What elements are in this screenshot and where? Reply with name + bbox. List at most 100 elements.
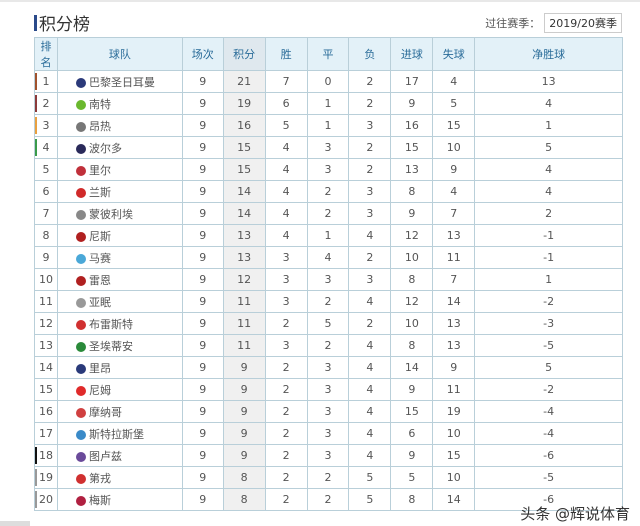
team-name[interactable]: 雷恩 (88, 273, 111, 287)
team-name[interactable]: 波尔多 (88, 141, 122, 155)
team-cell[interactable]: 斯特拉斯堡 (56, 422, 183, 445)
rank-cell: 8 (34, 224, 58, 247)
points-cell: 9 (222, 422, 266, 445)
team-name[interactable]: 摩纳哥 (88, 405, 122, 419)
played-cell: 9 (181, 488, 224, 511)
rank-value: 18 (38, 449, 53, 462)
team-name[interactable]: 马赛 (88, 251, 111, 265)
goal-diff-cell: 2 (474, 202, 623, 225)
goals-against-cell: 4 (432, 70, 476, 93)
team-cell[interactable]: 马赛 (56, 246, 183, 269)
goal-diff-cell: 13 (474, 70, 623, 93)
table-row: 12 布雷斯特 9 11 2 5 2 10 13 -3 (34, 312, 623, 335)
rank-value: 12 (38, 317, 53, 330)
losses-cell: 5 (348, 466, 392, 489)
table-row: 16 摩纳哥 9 9 2 3 4 15 19 -4 (34, 400, 623, 423)
table-row: 13 圣埃蒂安 9 11 3 2 4 8 13 -5 (34, 334, 623, 357)
team-cell[interactable]: 里尔 (56, 158, 183, 181)
team-logo-icon (75, 165, 86, 176)
team-cell[interactable]: 尼姆 (56, 378, 183, 401)
team-name[interactable]: 亚眠 (88, 295, 111, 309)
draws-cell: 3 (306, 444, 350, 467)
points-cell: 15 (222, 136, 266, 159)
season-selector: 过往赛季： 2019/20赛季 (485, 13, 622, 33)
team-name[interactable]: 布雷斯特 (88, 317, 133, 331)
played-cell: 9 (181, 466, 224, 489)
team-name[interactable]: 第戎 (88, 471, 111, 485)
team-cell[interactable]: 里昂 (56, 356, 183, 379)
rank-value: 2 (42, 97, 50, 110)
points-cell: 19 (222, 92, 266, 115)
team-name[interactable]: 梅斯 (88, 493, 111, 507)
team-name[interactable]: 兰斯 (88, 185, 111, 199)
team-cell[interactable]: 雷恩 (56, 268, 183, 291)
goal-diff-cell: -6 (474, 444, 623, 467)
team-name[interactable]: 图卢兹 (88, 449, 122, 463)
wins-cell: 4 (264, 136, 308, 159)
team-name[interactable]: 巴黎圣日耳曼 (88, 75, 155, 89)
team-name[interactable]: 蒙彼利埃 (88, 207, 133, 221)
team-name[interactable]: 南特 (88, 97, 111, 111)
team-cell[interactable]: 图卢兹 (56, 444, 183, 467)
played-cell: 9 (181, 224, 224, 247)
season-dropdown[interactable]: 2019/20赛季 (544, 13, 622, 33)
team-cell[interactable]: 梅斯 (56, 488, 183, 511)
goals-against-cell: 4 (432, 180, 476, 203)
goals-for-cell: 8 (390, 180, 434, 203)
losses-cell: 3 (348, 268, 392, 291)
draws-cell: 4 (306, 246, 350, 269)
rank-cell: 4 (34, 136, 58, 159)
team-cell[interactable]: 圣埃蒂安 (56, 334, 183, 357)
losses-cell: 4 (348, 378, 392, 401)
page-title: 积分榜 (34, 10, 90, 35)
played-cell: 9 (181, 422, 224, 445)
team-name[interactable]: 圣埃蒂安 (88, 339, 133, 353)
team-cell[interactable]: 摩纳哥 (56, 400, 183, 423)
team-logo-icon (75, 121, 86, 132)
wins-cell: 2 (264, 378, 308, 401)
team-name[interactable]: 里昂 (88, 361, 111, 375)
points-cell: 11 (222, 334, 266, 357)
goals-for-cell: 9 (390, 202, 434, 225)
team-cell[interactable]: 蒙彼利埃 (56, 202, 183, 225)
header-played: 场次 (181, 37, 224, 71)
goal-diff-cell: 4 (474, 158, 623, 181)
rank-value: 14 (38, 361, 53, 374)
team-name[interactable]: 斯特拉斯堡 (88, 427, 144, 441)
team-cell[interactable]: 巴黎圣日耳曼 (56, 70, 183, 93)
rank-value: 19 (38, 471, 53, 484)
team-name[interactable]: 里尔 (88, 163, 111, 177)
team-cell[interactable]: 尼斯 (56, 224, 183, 247)
team-cell[interactable]: 兰斯 (56, 180, 183, 203)
zone-marker (35, 117, 37, 134)
played-cell: 9 (181, 400, 224, 423)
points-cell: 9 (222, 378, 266, 401)
team-logo-icon (75, 99, 86, 110)
losses-cell: 2 (348, 158, 392, 181)
header-rank: 排名 (34, 37, 58, 71)
team-name[interactable]: 尼斯 (88, 229, 111, 243)
team-logo-icon (75, 363, 86, 374)
wins-cell: 2 (264, 488, 308, 511)
team-cell[interactable]: 第戎 (56, 466, 183, 489)
team-name[interactable]: 尼姆 (88, 383, 111, 397)
points-cell: 13 (222, 224, 266, 247)
team-logo-icon (75, 429, 86, 440)
played-cell: 9 (181, 70, 224, 93)
team-cell[interactable]: 波尔多 (56, 136, 183, 159)
team-cell[interactable]: 亚眠 (56, 290, 183, 313)
losses-cell: 4 (348, 400, 392, 423)
goals-for-cell: 6 (390, 422, 434, 445)
goals-against-cell: 13 (432, 224, 476, 247)
team-logo-icon (75, 253, 86, 264)
team-cell[interactable]: 布雷斯特 (56, 312, 183, 335)
goal-diff-cell: 5 (474, 136, 623, 159)
rank-cell: 17 (34, 422, 58, 445)
rank-value: 6 (42, 185, 50, 198)
team-name[interactable]: 昂热 (88, 119, 111, 133)
goals-for-cell: 9 (390, 92, 434, 115)
team-cell[interactable]: 昂热 (56, 114, 183, 137)
goals-against-cell: 9 (432, 356, 476, 379)
rank-value: 10 (38, 273, 53, 286)
team-cell[interactable]: 南特 (56, 92, 183, 115)
